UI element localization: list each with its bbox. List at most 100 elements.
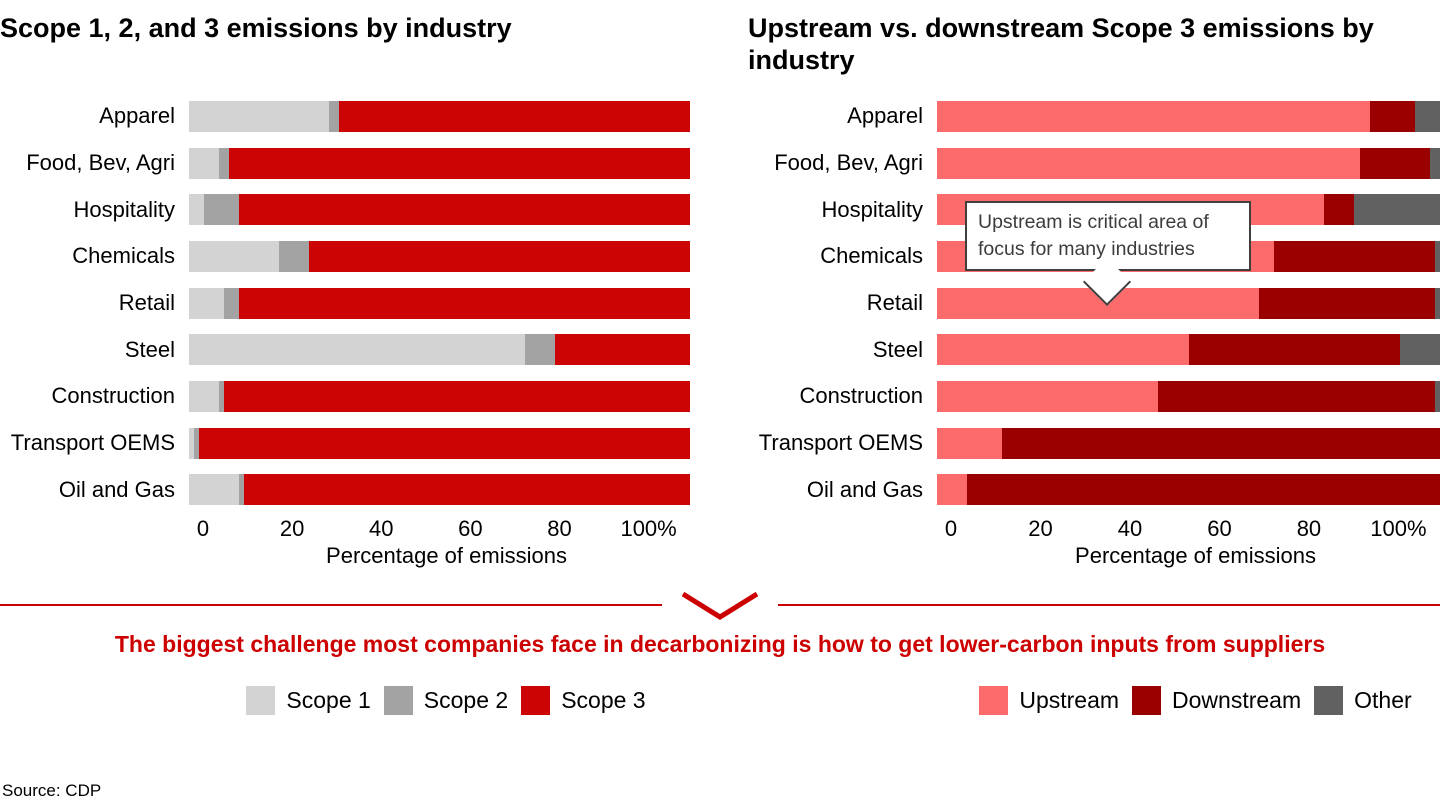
category-label: Food, Bev, Agri <box>26 150 175 176</box>
left-axis-title-row: Percentage of emissions <box>0 543 690 573</box>
stacked-bar <box>937 334 1440 366</box>
right-chart-rows: Apparel Food, Bev, Agri Hospitality Chemica… <box>748 93 1440 513</box>
axis-tick-label: 60 <box>458 516 483 542</box>
bar-segment-other <box>1399 334 1440 366</box>
legend-label: Upstream <box>1019 686 1120 713</box>
category-label: Oil and Gas <box>58 476 175 502</box>
chart-row: Transport OEMS <box>0 420 690 467</box>
legend-label: Scope 1 <box>286 686 371 713</box>
bar-segment-other <box>1354 194 1440 226</box>
legend-item-downstream: Downstream <box>1132 685 1302 715</box>
left-chart-legend: Scope 1 Scope 2 Scope 3 <box>202 684 690 716</box>
chart-row: Oil and Gas <box>0 467 690 514</box>
stacked-bar <box>189 427 690 459</box>
left-chart-rows: Apparel Food, Bev, Agri Hospitality Chemica… <box>0 93 690 513</box>
axis-tick-label: 20 <box>279 516 305 542</box>
charts-area: Scope 1, 2, and 3 emissions by industry … <box>0 13 1440 573</box>
bar-segment-scope-1 <box>189 427 194 459</box>
category-label: Construction <box>51 383 175 409</box>
category-label: Apparel <box>847 103 923 129</box>
axis-tick-label: 100% <box>620 516 677 542</box>
bar-segment-downstream <box>1359 147 1430 179</box>
bar-segment-upstream <box>937 427 1003 459</box>
bar-segment-scope-2 <box>524 334 555 366</box>
axis-tick-label: 100% <box>1370 516 1427 542</box>
legend-swatch <box>246 685 276 715</box>
bar-segment-upstream <box>937 147 1360 179</box>
right-axis-ticks: 0 20 40 60 80 100% <box>945 513 1440 543</box>
stacked-bar <box>189 194 690 226</box>
category-label: Hospitality <box>73 196 175 222</box>
bar-segment-downstream <box>967 474 1440 506</box>
stacked-bar <box>189 334 690 366</box>
legend-item-upstream: Upstream <box>979 685 1120 715</box>
annotation-callout: Upstream is critical area of focus for m… <box>965 201 1251 271</box>
axis-spacer <box>0 513 203 543</box>
bar-segment-downstream <box>1158 380 1435 412</box>
category-label: Oil and Gas <box>806 476 923 502</box>
bar-segment-scope-1 <box>189 380 220 412</box>
stacked-bar <box>937 474 1440 506</box>
legend-item-scope-3: Scope 3 <box>521 685 646 715</box>
chart-row: Steel <box>748 326 1440 373</box>
category-label: Retail <box>118 290 175 316</box>
stacked-bar <box>937 287 1440 319</box>
bar-segment-scope-2 <box>219 380 225 412</box>
section-divider <box>0 586 1440 626</box>
stacked-bar <box>937 380 1440 412</box>
right-chart-axis: 0 20 40 60 80 100% <box>748 513 1440 543</box>
category-label: Chemicals <box>72 243 175 269</box>
axis-tick-label: 80 <box>1296 516 1322 542</box>
legend-label: Scope 2 <box>423 686 509 713</box>
chevron-down-icon <box>681 592 759 620</box>
axis-tick-label: 40 <box>1117 516 1143 542</box>
legend-swatch <box>383 685 413 715</box>
category-label: Transport OEMS <box>10 430 175 456</box>
bar-segment-scope-2 <box>194 427 199 459</box>
stacked-bar <box>189 287 690 319</box>
legend-label: Scope 3 <box>561 686 646 713</box>
axis-spacer <box>0 543 203 573</box>
bar-segment-scope-3 <box>244 474 690 506</box>
category-label: Apparel <box>99 103 175 129</box>
axis-spacer <box>748 543 951 573</box>
right-axis-title: Percentage of emissions <box>1075 543 1316 569</box>
legends-row: Scope 1 Scope 2 Scope 3 Upstream Downstream… <box>0 684 1440 746</box>
bar-segment-scope-3 <box>239 287 690 319</box>
chart-row: Chemicals <box>0 233 690 280</box>
chart-row: Food, Bev, Agri <box>0 140 690 187</box>
right-chart-title: Upstream vs. downstream Scope 3 emission… <box>748 13 1374 75</box>
stacked-bar <box>189 147 690 179</box>
bar-segment-scope-1 <box>189 474 240 506</box>
bar-segment-scope-2 <box>224 287 240 319</box>
source-note: Source: CDP <box>2 781 102 800</box>
left-chart-title: Scope 1, 2, and 3 emissions by industry <box>0 13 512 43</box>
key-takeaway-headline: The biggest challenge most companies fac… <box>114 631 1326 657</box>
bar-segment-downstream <box>1188 334 1400 366</box>
bar-segment-scope-2 <box>239 474 245 506</box>
bar-segment-downstream <box>1324 194 1355 226</box>
chart-row: Apparel <box>0 93 690 140</box>
bar-segment-scope-3 <box>229 147 690 179</box>
stacked-bar <box>189 100 690 132</box>
legend-swatch <box>1132 685 1162 715</box>
legend-label: Other <box>1354 686 1412 713</box>
legend-swatch <box>979 685 1009 715</box>
category-label: Steel <box>872 336 923 362</box>
category-label: Food, Bev, Agri <box>774 150 923 176</box>
bar-segment-upstream <box>937 380 1159 412</box>
bar-segment-scope-2 <box>329 100 340 132</box>
legend-label: Downstream <box>1172 686 1302 713</box>
left-axis-title: Percentage of emissions <box>326 543 567 569</box>
left-axis-ticks: 0 20 40 60 80 100% <box>197 513 690 543</box>
chart-row: Steel <box>0 326 690 373</box>
bar-segment-scope-1 <box>189 100 330 132</box>
legend-item-scope-2: Scope 2 <box>383 685 509 715</box>
bar-segment-scope-3 <box>309 240 690 272</box>
bar-segment-scope-1 <box>189 287 225 319</box>
bar-segment-downstream <box>1274 240 1435 272</box>
bar-segment-scope-1 <box>189 240 280 272</box>
category-label: Retail <box>866 290 923 316</box>
chart-row: Food, Bev, Agri <box>748 140 1440 187</box>
